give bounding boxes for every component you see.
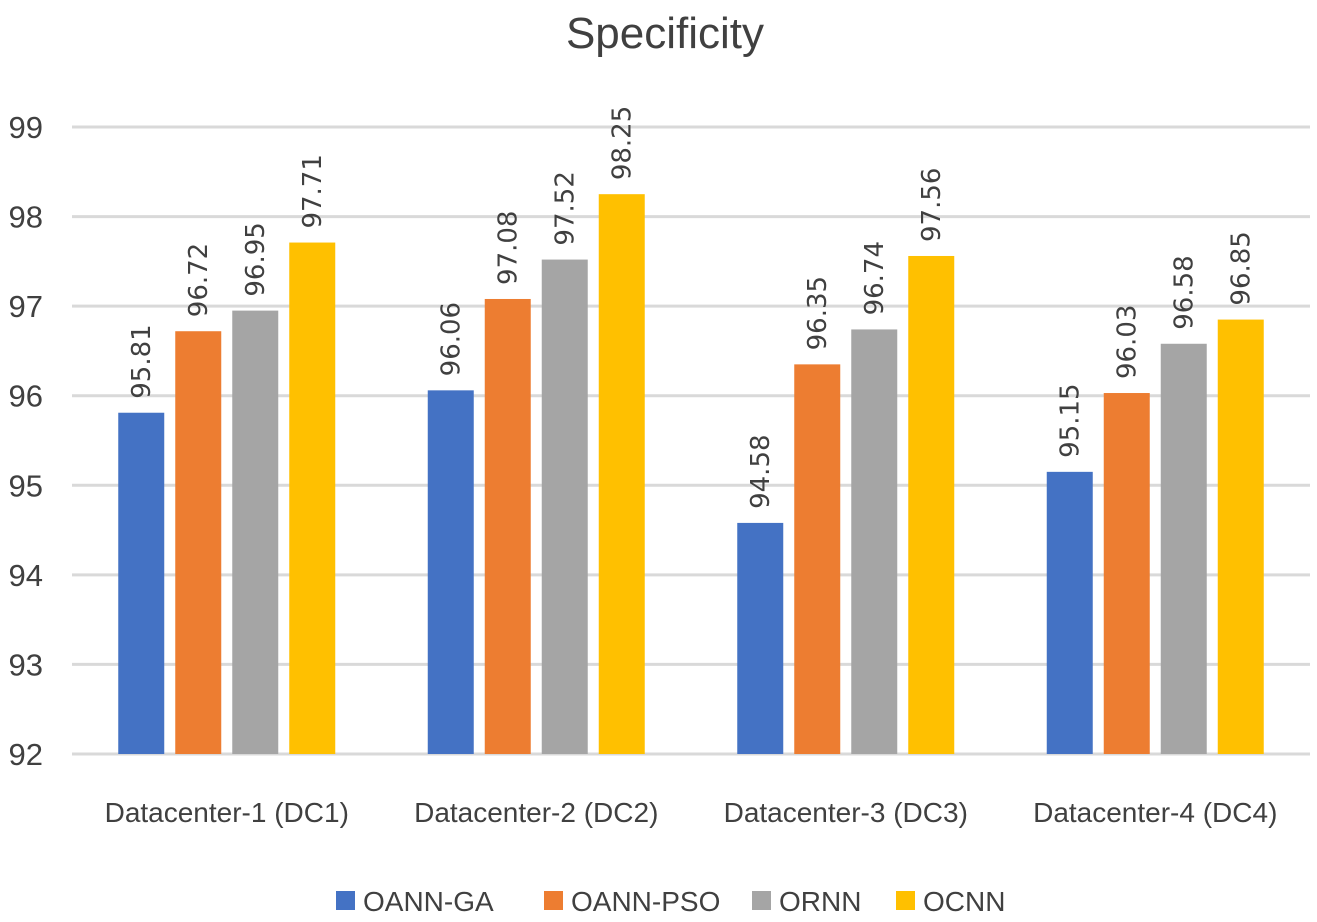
data-label: 95.81 [127,324,157,398]
y-tick-label: 93 [9,647,43,682]
data-label: 96.58 [1170,255,1200,329]
data-label: 96.06 [437,302,467,376]
y-tick-label: 95 [9,468,43,503]
data-labels: 95.81 96.72 96.95 97.71 96.06 97.08 97.52 98.25… [127,106,1257,509]
data-label: 97.56 [917,168,947,242]
legend-entry: OANN-PSO [571,886,720,917]
legend-swatch [336,891,355,910]
bar-1-3 [232,310,279,754]
x-category-label: Datacenter-2 (DC2) [414,797,658,828]
y-tick-label: 98 [9,200,43,235]
y-axis-ticks: 92 93 94 95 96 97 98 99 [9,110,43,772]
bar-4-1 [1046,471,1093,754]
bar-3-4 [908,255,955,755]
data-label: 96.03 [1113,305,1143,379]
x-axis-categories: Datacenter-1 (DC1) Datacenter-2 (DC2) Data… [105,797,1278,828]
legend-entry: OCNN [923,886,1005,917]
data-label: 96.85 [1227,231,1257,305]
data-label: 94.58 [746,434,776,508]
bar-3-1 [737,522,784,754]
data-label: 98.25 [608,106,638,180]
x-category-label: Datacenter-4 (DC4) [1033,797,1277,828]
bar-1-1 [118,412,165,754]
y-tick-label: 96 [9,379,43,414]
bar-1-4 [289,242,336,754]
data-label: 97.52 [551,171,581,245]
data-label: 96.95 [241,222,271,296]
legend-swatch [752,891,771,910]
gridlines [72,125,1310,756]
x-category-label: Datacenter-1 (DC1) [105,797,349,828]
data-label: 96.35 [803,276,833,350]
y-tick-label: 94 [9,558,43,593]
data-label: 97.08 [494,211,524,285]
bar-4-3 [1160,343,1207,754]
legend-swatch [544,891,563,910]
bars [118,194,1264,755]
data-label: 96.72 [184,243,214,317]
data-label: 95.15 [1056,383,1086,457]
bar-3-3 [851,329,898,754]
legend-swatch [896,891,915,910]
bar-4-4 [1217,319,1264,754]
legend-entry: OANN-GA [363,886,494,917]
legend-entry: ORNN [779,886,861,917]
y-tick-label: 97 [9,289,43,324]
bar-2-1 [427,390,474,754]
legend: OANN-GA OANN-PSO ORNN OCNN [336,886,1005,917]
data-label: 96.74 [860,241,890,315]
bar-1-2 [175,331,222,754]
bar-3-2 [794,364,841,754]
data-label: 97.71 [298,154,328,228]
bar-2-2 [484,298,531,754]
y-tick-label: 99 [9,110,43,145]
x-category-label: Datacenter-3 (DC3) [724,797,968,828]
bar-2-3 [541,259,588,754]
chart-title: Specificity [566,9,764,58]
y-tick-label: 92 [9,737,43,772]
bar-4-2 [1103,393,1150,754]
bar-2-4 [598,194,645,754]
